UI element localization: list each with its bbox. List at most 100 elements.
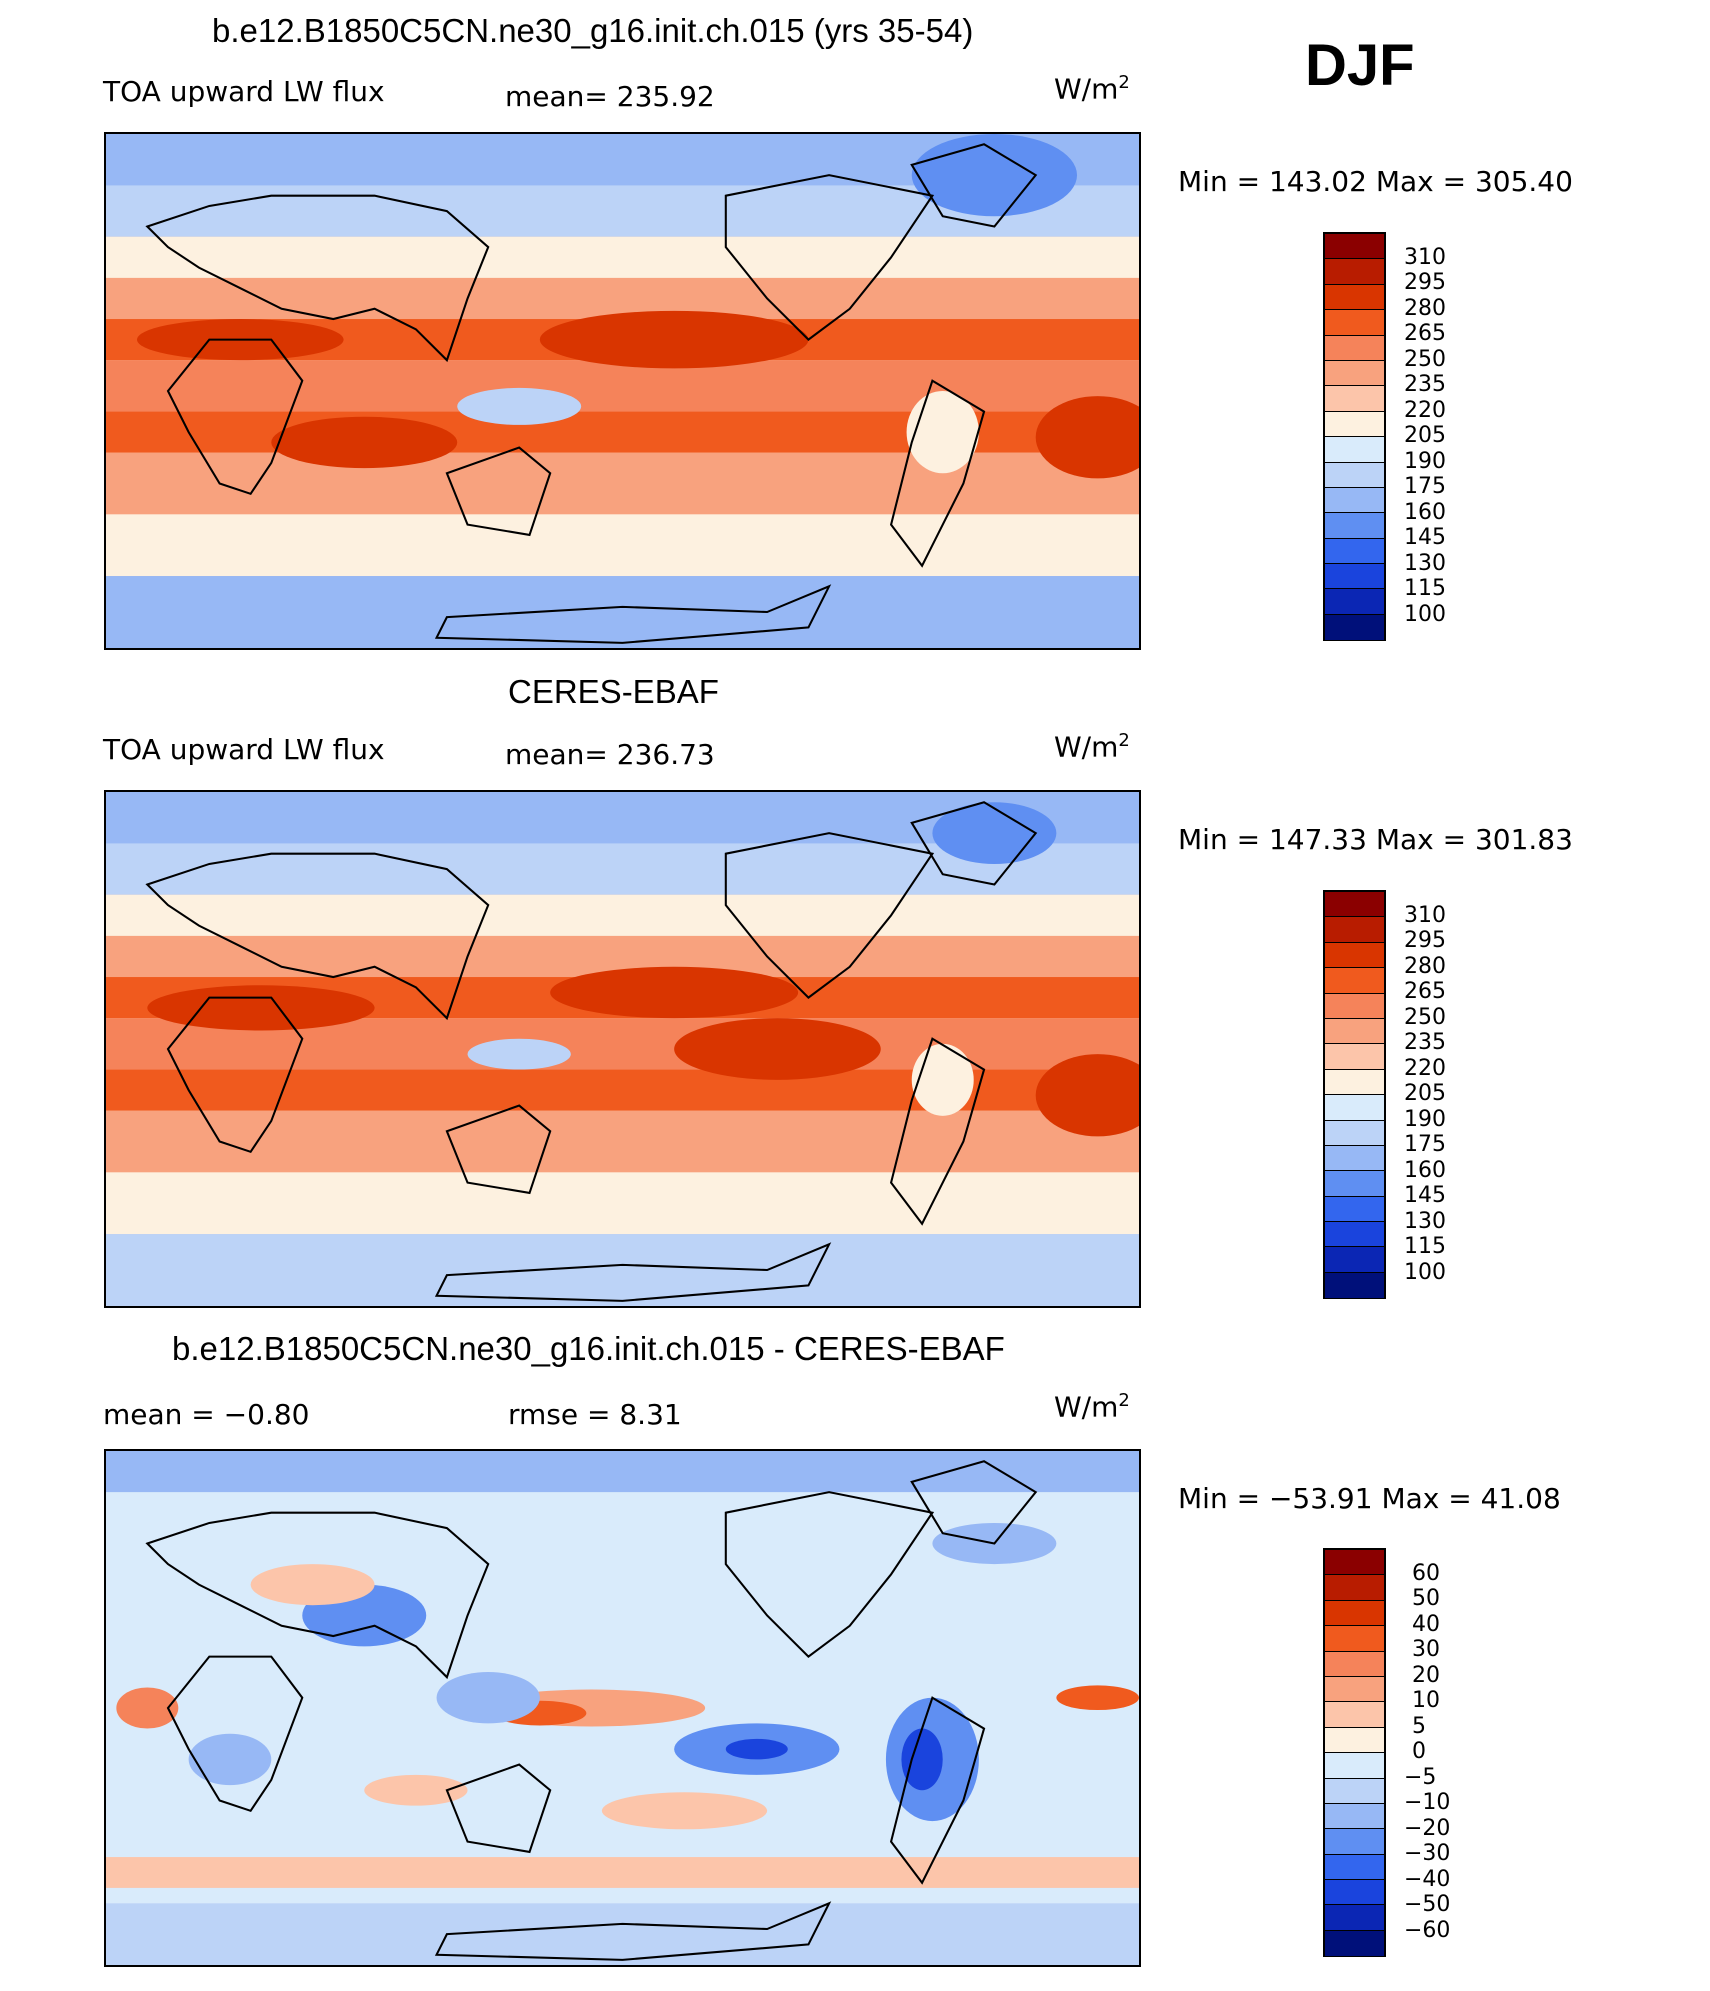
panel1-colorbar-label: 220	[1404, 398, 1446, 423]
panel1-colorbar-swatch	[1325, 234, 1384, 260]
panel3-colorbar-label: −30	[1404, 1841, 1451, 1866]
panel1-minmax: Min = 143.02 Max = 305.40	[1178, 165, 1573, 198]
panel1-colorbar-label: 100	[1404, 602, 1446, 627]
panel2-colorbar-swatch	[1325, 1145, 1384, 1172]
panel1-colorbar-swatch	[1325, 614, 1384, 641]
panel2-colorbar-label: 220	[1404, 1056, 1446, 1081]
panel2-map	[104, 790, 1141, 1308]
panel1-colorbar-swatch	[1325, 360, 1384, 387]
panel3-units: W/m2	[1054, 1390, 1130, 1424]
panel3-colorbar-label: 10	[1412, 1688, 1440, 1713]
panel2-colorbar-label: 280	[1404, 954, 1446, 979]
panel1-map-svg	[106, 134, 1139, 648]
panel2-colorbar-swatch	[1325, 892, 1384, 918]
panel2-variable-label: TOA upward LW flux	[103, 733, 385, 766]
panel3-colorbar-label: −20	[1404, 1816, 1451, 1841]
panel1-colorbar-label: 310	[1404, 245, 1446, 270]
panel1-colorbar-label: 115	[1404, 576, 1446, 601]
panel3-colorbar-label: 30	[1412, 1637, 1440, 1662]
panel1-colorbar-label: 160	[1404, 500, 1446, 525]
panel1-colorbar-swatch	[1325, 589, 1384, 615]
panel2-colorbar-swatch	[1325, 968, 1384, 994]
panel3-minmax: Min = −53.91 Max = 41.08	[1178, 1482, 1561, 1515]
panel2-colorbar-label: 100	[1404, 1260, 1446, 1285]
panel2-colorbar-swatch	[1325, 1069, 1384, 1096]
panel2-colorbar-swatch	[1325, 1095, 1384, 1121]
panel2-colorbar-label: 145	[1404, 1183, 1446, 1208]
panel2-colorbar-label: 265	[1404, 979, 1446, 1004]
panel2-colorbar-label: 130	[1404, 1209, 1446, 1234]
panel1-colorbar-label: 265	[1404, 321, 1446, 346]
panel1-colorbar-swatch	[1325, 335, 1384, 361]
panel2-mean-label: mean= 236.73	[505, 738, 715, 771]
panel3-colorbar-swatch	[1325, 1727, 1384, 1754]
panel1-colorbar-swatch	[1325, 386, 1384, 412]
panel3-colorbar-label: 50	[1412, 1586, 1440, 1611]
panel3-mean-label: mean = −0.80	[103, 1398, 310, 1431]
panel2-colorbar-label: 235	[1404, 1030, 1446, 1055]
panel3-colorbar-swatch	[1325, 1905, 1384, 1931]
panel3-colorbar-swatch	[1325, 1829, 1384, 1855]
panel3-colorbar-swatch	[1325, 1550, 1384, 1576]
panel3-colorbar-swatch	[1325, 1753, 1384, 1779]
panel3-colorbar-swatch	[1325, 1880, 1384, 1906]
panel2-colorbar-label: 310	[1404, 903, 1446, 928]
panel2-colorbar-label: 175	[1404, 1132, 1446, 1157]
panel3-colorbar-label: −60	[1404, 1918, 1451, 1943]
panel3-colorbar-swatch	[1325, 1575, 1384, 1601]
panel2-units: W/m2	[1054, 730, 1130, 764]
panel2-minmax: Min = 147.33 Max = 301.83	[1178, 823, 1573, 856]
panel3-colorbar-label: 0	[1412, 1739, 1426, 1764]
panel1-colorbar-label: 145	[1404, 525, 1446, 550]
panel1-title: b.e12.B1850C5CN.ne30_g16.init.ch.015 (yr…	[212, 12, 974, 49]
panel2-colorbar-swatch	[1325, 1272, 1384, 1299]
panel2-colorbar-swatch	[1325, 917, 1384, 943]
panel1-colorbar-swatch	[1325, 284, 1384, 311]
panel3-colorbar-swatch	[1325, 1702, 1384, 1728]
panel3-colorbar-label: −10	[1404, 1790, 1451, 1815]
panel2-colorbar-swatch	[1325, 1171, 1384, 1197]
panel1-colorbar-swatch	[1325, 411, 1384, 438]
panel2-colorbar-swatch	[1325, 942, 1384, 969]
panel3-colorbar-label: −5	[1404, 1765, 1437, 1790]
panel2-title: CERES-EBAF	[508, 673, 719, 710]
panel3-colorbar-label: 60	[1412, 1561, 1440, 1586]
panel1-colorbar	[1323, 232, 1386, 641]
panel1-colorbar-swatch	[1325, 513, 1384, 539]
panel3-map	[104, 1449, 1141, 1967]
panel1-colorbar-label: 235	[1404, 372, 1446, 397]
panel2-colorbar-swatch	[1325, 1247, 1384, 1273]
panel1-colorbar-swatch	[1325, 487, 1384, 514]
panel1-colorbar-label: 280	[1404, 296, 1446, 321]
panel3-colorbar-swatch	[1325, 1803, 1384, 1830]
panel1-colorbar-swatch	[1325, 538, 1384, 565]
panel1-colorbar-label: 175	[1404, 474, 1446, 499]
panel3-colorbar-swatch	[1325, 1626, 1384, 1652]
panel3-colorbar-label: 40	[1412, 1612, 1440, 1637]
panel2-colorbar-swatch	[1325, 1196, 1384, 1223]
panel2-colorbar-swatch	[1325, 1018, 1384, 1045]
panel3-colorbar-label: 5	[1412, 1714, 1426, 1739]
panel3-colorbar-swatch	[1325, 1778, 1384, 1804]
panel1-colorbar-swatch	[1325, 310, 1384, 336]
panel3-colorbar-swatch	[1325, 1930, 1384, 1957]
panel3-colorbar-swatch	[1325, 1600, 1384, 1627]
panel2-colorbar-swatch	[1325, 1120, 1384, 1146]
panel1-colorbar-swatch	[1325, 462, 1384, 488]
panel1-colorbar-label: 295	[1404, 270, 1446, 295]
panel1-mean-label: mean= 235.92	[505, 80, 715, 113]
panel2-map-svg	[106, 792, 1139, 1306]
panel3-map-svg	[106, 1451, 1139, 1965]
panel3-colorbar-label: 20	[1412, 1663, 1440, 1688]
panel2-colorbar-swatch	[1325, 1222, 1384, 1248]
panel2-colorbar-label: 250	[1404, 1005, 1446, 1030]
panel3-colorbar-swatch	[1325, 1676, 1384, 1703]
panel2-colorbar-label: 160	[1404, 1158, 1446, 1183]
panel2-colorbar-label: 190	[1404, 1107, 1446, 1132]
panel1-colorbar-label: 190	[1404, 449, 1446, 474]
panel1-map	[104, 132, 1141, 650]
panel3-colorbar-swatch	[1325, 1651, 1384, 1677]
panel2-colorbar-label: 115	[1404, 1234, 1446, 1259]
panel2-colorbar-label: 295	[1404, 928, 1446, 953]
panel3-colorbar-label: −50	[1404, 1892, 1451, 1917]
